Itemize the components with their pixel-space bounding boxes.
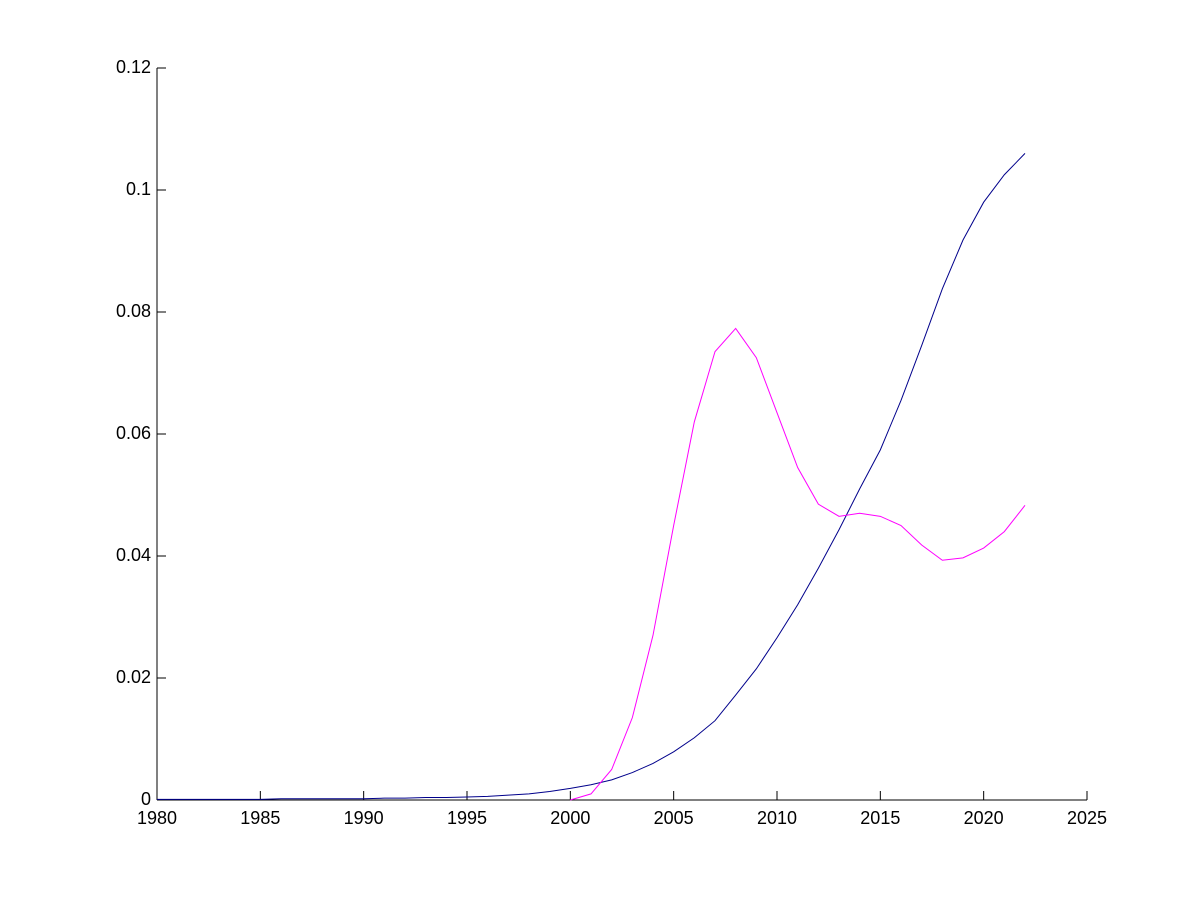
- x-tick-label: 2010: [757, 808, 797, 828]
- y-tick-label: 0.1: [126, 179, 151, 199]
- x-tick-label: 1980: [137, 808, 177, 828]
- y-tick-label: 0.12: [116, 57, 151, 77]
- y-tick-label: 0.04: [116, 545, 151, 565]
- data-line: [570, 327, 1026, 801]
- y-tick-label: 0.02: [116, 667, 151, 687]
- x-tick-label: 1985: [240, 808, 280, 828]
- x-tick-label: 1990: [344, 808, 384, 828]
- y-tick-label: 0.08: [116, 301, 151, 321]
- x-tick-label: 2005: [654, 808, 694, 828]
- y-tick-label: 0: [141, 789, 151, 809]
- x-tick-label: 2020: [964, 808, 1004, 828]
- data-line: [157, 153, 1026, 800]
- x-tick-label: 2015: [860, 808, 900, 828]
- x-tick-label: 2000: [550, 808, 590, 828]
- x-tick-label: 1995: [447, 808, 487, 828]
- y-tick-label: 0.06: [116, 423, 151, 443]
- x-tick-label: 2025: [1067, 808, 1107, 828]
